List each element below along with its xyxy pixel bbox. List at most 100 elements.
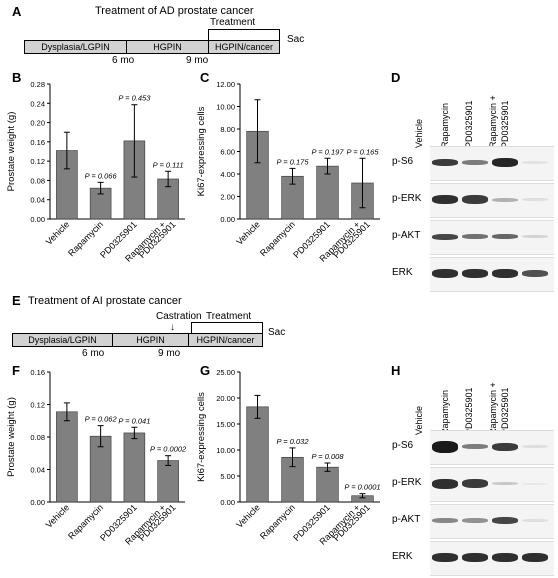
bar [157,460,179,503]
panel-letter-f: F [12,363,20,378]
blot-band [522,235,548,238]
x-tick-label: Vehicle [44,219,72,247]
y-tick-label: 25.00 [216,368,235,377]
x-tick-label: Vehicle [234,219,262,247]
blot-band [492,517,518,524]
timeline-bar-e: Dysplasia/LGPIN HGPIN HGPIN/cancer [12,333,263,347]
timeline-tick: 9 mo [158,348,181,359]
stage-segment: HGPIN [127,41,209,53]
blot-band [462,479,488,488]
blot-band [432,269,458,278]
chart-f: 0.00 0.04 0.08 0.12 0.16 Prostate weight (g) V… [6,368,187,547]
blot-band [492,158,518,167]
p-value-label: P = 0.0002 [150,445,187,454]
y-tick-label: 0.04 [30,196,45,205]
x-tick-label: Vehicle [44,502,72,530]
blot-band [492,482,518,485]
blot-band [462,553,488,562]
y-tick-label: 4.00 [220,170,235,179]
y-tick-label: 10.00 [216,103,235,112]
blot-band [462,195,488,204]
y-axis-label: Prostate weight (g) [6,112,17,192]
stage-segment: Dysplasia/LGPIN [25,41,127,53]
blot-band [432,478,458,489]
blot-band [492,553,518,562]
y-tick-label: 8.00 [220,125,235,134]
blot-band [462,160,488,165]
panel-a-title: Treatment of AD prostate cancer [95,5,254,17]
y-tick-label: 0.00 [220,215,235,224]
chart-c: 0.00 2.00 4.00 6.00 8.00 10.00 12.00 Ki67-expre… [196,80,380,264]
y-tick-label: 0.24 [30,99,45,108]
timeline-tick: 6 mo [112,55,135,66]
blot-band [432,553,458,562]
y-tick-label: 12.00 [216,80,235,89]
y-tick-label: 0.00 [220,498,235,507]
castration-arrow-icon: ↓ [170,322,175,333]
blot-row-label: p-S6 [392,439,414,451]
p-value-label: P = 0.066 [85,171,118,180]
blot-row-label: ERK [392,550,413,562]
y-tick-label: 0.08 [30,433,45,442]
blot-band [522,270,548,277]
bar [316,466,339,503]
panel-letter-b: B [12,70,22,85]
blot-band [432,233,458,240]
y-tick-label: 15.00 [216,420,235,429]
sac-label: Sac [268,327,286,338]
y-tick-label: 0.12 [30,401,45,410]
p-value-label: P = 0.165 [346,147,379,156]
treatment-label: Treatment [210,17,256,28]
blot-band [432,518,458,523]
lane-label: Rapamycin + [488,95,498,148]
blot-band [522,519,548,522]
blot-band [462,234,488,239]
panel-letter-a: A [12,4,22,19]
blot-band [522,161,548,164]
lane-label: Rapamycin [440,389,450,435]
blot-row-label: p-S6 [392,155,414,167]
blot-band [492,269,518,278]
p-value-label: P = 0.453 [118,94,151,103]
lane-label: PD0325901 [500,100,510,148]
blot-row-label: p-AKT [392,229,421,241]
y-tick-label: 20.00 [216,394,235,403]
y-tick-label: 0.16 [30,138,45,147]
y-tick-label: 0.08 [30,176,45,185]
p-value-label: P = 0.062 [85,415,118,424]
sac-label: Sac [287,34,305,45]
p-value-label: P = 0.008 [311,452,344,461]
y-axis-label: Ki67-expressing cells [196,392,207,482]
x-tick-label: Vehicle [234,502,262,530]
treatment-label: Treatment [206,311,252,322]
p-value-label: P = 0.111 [153,160,184,169]
blot-row-label: p-ERK [392,192,422,204]
timeline-bar-a: Dysplasia/LGPIN HGPIN HGPIN/cancer [24,40,280,54]
bar [56,411,78,503]
blot-band [522,198,548,201]
timeline-tick: 9 mo [186,55,209,66]
blot-band [522,553,548,562]
stage-segment: HGPIN/cancer [214,42,274,52]
y-tick-label: 0.04 [30,466,45,475]
p-value-label: P = 0.041 [118,416,150,425]
p-value-label: P = 0.0001 [344,483,380,492]
p-value-label: P = 0.197 [311,147,344,156]
blot-band [432,440,458,453]
lane-label: Rapamycin [440,102,450,148]
y-tick-label: 0.20 [30,119,45,128]
western-blot-d: Vehicle Rapamycin PD0325901 Rapamycin + PD03… [392,78,558,298]
lane-label: Vehicle [414,405,424,435]
blot-band [462,518,488,523]
lane-label: PD0325901 [464,387,474,435]
bar [246,406,269,503]
chart-g: 0.00 5.00 10.00 15.00 20.00 25.00 Ki67-express… [196,368,381,547]
bar [123,432,146,503]
panel-letter-c: C [200,70,210,85]
y-tick-label: 0.28 [30,80,45,89]
y-tick-label: 2.00 [220,193,235,202]
blot-band [492,197,518,202]
blot-row-label: p-AKT [392,513,421,525]
stage-segment: HGPIN/cancer [196,335,255,345]
y-tick-label: 0.00 [30,498,45,507]
